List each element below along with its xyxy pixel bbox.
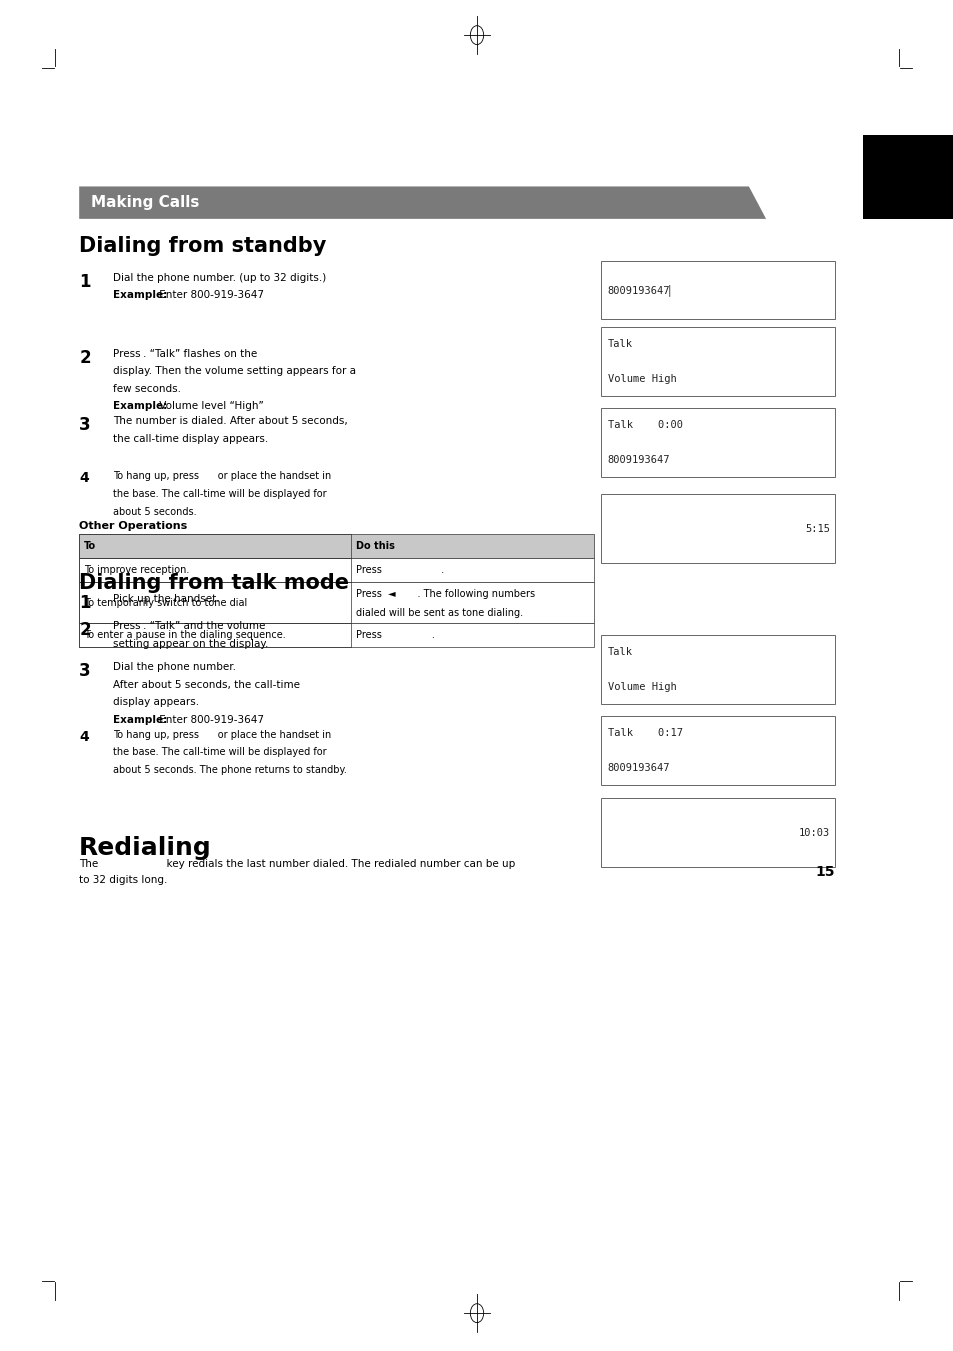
Text: the base. The call-time will be displayed for: the base. The call-time will be displaye… (112, 489, 326, 499)
Text: Pick up the handset.: Pick up the handset. (112, 594, 219, 604)
Text: 5:15: 5:15 (804, 524, 829, 534)
Text: about 5 seconds. The phone returns to standby.: about 5 seconds. The phone returns to st… (112, 765, 346, 774)
Text: 3: 3 (79, 662, 91, 680)
Text: 10:03: 10:03 (798, 828, 829, 838)
Text: Talk: Talk (607, 647, 632, 657)
Text: To improve reception.: To improve reception. (84, 565, 189, 576)
Text: about 5 seconds.: about 5 seconds. (112, 507, 196, 516)
Bar (79, 534, 594, 558)
Text: the call-time display appears.: the call-time display appears. (112, 434, 268, 443)
Bar (79, 582, 351, 623)
Text: 4: 4 (79, 471, 89, 485)
Text: to 32 digits long.: to 32 digits long. (79, 875, 168, 885)
Text: Talk: Talk (607, 339, 632, 349)
Text: Volume High: Volume High (607, 374, 676, 384)
Text: Press  ◄       . The following numbers: Press ◄ . The following numbers (355, 589, 535, 598)
Bar (79, 534, 351, 558)
Text: Do this: Do this (355, 540, 395, 551)
Text: Dialing from standby: Dialing from standby (79, 236, 326, 257)
Text: 15: 15 (815, 865, 834, 878)
Text: Dial the phone number.: Dial the phone number. (112, 662, 235, 671)
Text: Redialing: Redialing (79, 836, 212, 861)
Text: . “Talk” and the volume: . “Talk” and the volume (143, 621, 265, 631)
Text: display. Then the volume setting appears for a: display. Then the volume setting appears… (112, 366, 355, 376)
Text: Talk    0:17: Talk 0:17 (607, 728, 682, 738)
Text: Press: Press (112, 349, 140, 358)
Text: Volume High: Volume High (607, 682, 676, 692)
Text: setting appear on the display.: setting appear on the display. (112, 639, 268, 648)
Text: 2: 2 (79, 349, 91, 366)
Text: Example:: Example: (112, 715, 167, 724)
Text: Talk    0:00: Talk 0:00 (607, 420, 682, 430)
Text: Enter 800-919-3647: Enter 800-919-3647 (156, 715, 264, 724)
Text: To temporarily switch to tone dial: To temporarily switch to tone dial (84, 597, 247, 608)
FancyBboxPatch shape (600, 327, 834, 396)
Text: 8009193647: 8009193647 (607, 763, 670, 773)
Polygon shape (79, 186, 765, 219)
Text: 4: 4 (79, 730, 89, 743)
Text: Other Operations: Other Operations (79, 521, 187, 531)
Text: Press: Press (112, 621, 140, 631)
FancyBboxPatch shape (600, 798, 834, 867)
Text: 8009193647▏: 8009193647▏ (607, 284, 676, 296)
FancyBboxPatch shape (600, 408, 834, 477)
Text: Example:: Example: (112, 401, 167, 411)
Text: dialed will be sent as tone dialing.: dialed will be sent as tone dialing. (355, 608, 522, 619)
Bar (79, 582, 594, 623)
Text: To hang up, press      or place the handset in: To hang up, press or place the handset i… (112, 730, 331, 739)
Text: After about 5 seconds, the call-time: After about 5 seconds, the call-time (112, 680, 299, 689)
Text: few seconds.: few seconds. (112, 384, 180, 393)
Text: Dialing from talk mode: Dialing from talk mode (79, 573, 349, 593)
Text: 8009193647: 8009193647 (607, 455, 670, 465)
Text: Dial the phone number. (up to 32 digits.): Dial the phone number. (up to 32 digits.… (112, 273, 326, 282)
Text: The                     key redials the last number dialed. The redialed number : The key redials the last number dialed. … (79, 859, 515, 869)
Text: Press                   .: Press . (355, 565, 444, 576)
Text: Press                .: Press . (355, 630, 435, 640)
FancyBboxPatch shape (600, 261, 834, 319)
Bar (79, 623, 594, 647)
Text: 3: 3 (79, 416, 91, 434)
Text: Example:: Example: (112, 290, 167, 300)
Bar (79, 623, 351, 647)
Text: 2: 2 (79, 621, 91, 639)
Text: display appears.: display appears. (112, 697, 198, 707)
Bar (79, 558, 594, 582)
Text: 1: 1 (79, 273, 91, 290)
Bar (862, 135, 953, 219)
Text: . “Talk” flashes on the: . “Talk” flashes on the (143, 349, 257, 358)
FancyBboxPatch shape (600, 635, 834, 704)
Text: To enter a pause in the dialing sequence.: To enter a pause in the dialing sequence… (84, 630, 285, 640)
Text: the base. The call-time will be displayed for: the base. The call-time will be displaye… (112, 747, 326, 757)
Text: The number is dialed. After about 5 seconds,: The number is dialed. After about 5 seco… (112, 416, 347, 426)
Bar (79, 558, 351, 582)
Text: To hang up, press      or place the handset in: To hang up, press or place the handset i… (112, 471, 331, 481)
Text: Enter 800-919-3647: Enter 800-919-3647 (156, 290, 264, 300)
FancyBboxPatch shape (600, 716, 834, 785)
FancyBboxPatch shape (600, 494, 834, 563)
Text: To: To (84, 540, 96, 551)
Text: Volume level “High”: Volume level “High” (156, 401, 264, 411)
Text: Making Calls: Making Calls (91, 195, 199, 211)
Text: 1: 1 (79, 594, 91, 612)
